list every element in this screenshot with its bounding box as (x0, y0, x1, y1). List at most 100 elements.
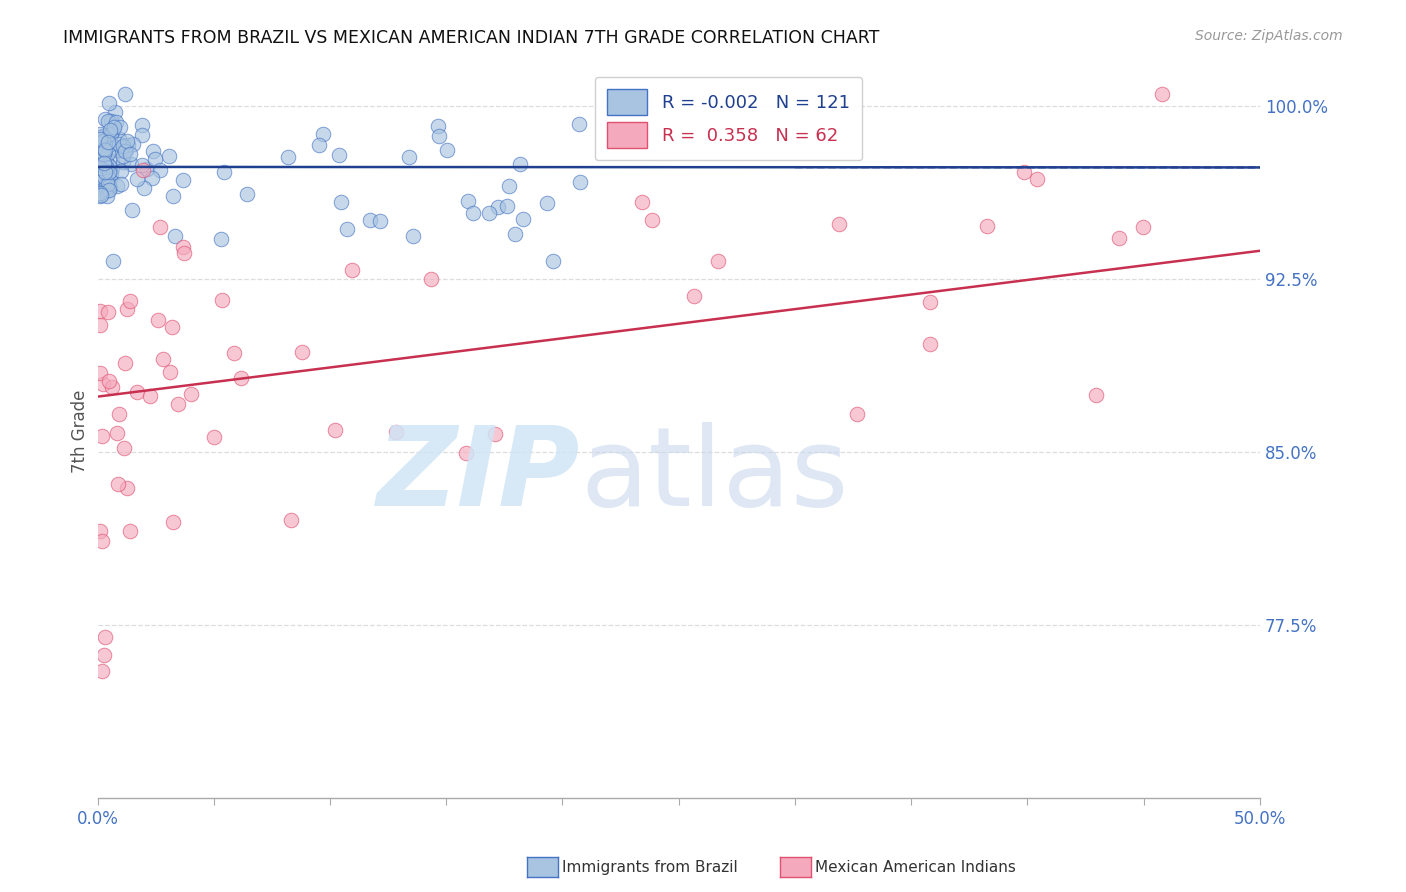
Point (89, 178, 111, 192)
Point (114, 143, 136, 157)
Point (567, 117, 589, 131)
Point (101, 154, 124, 169)
Point (132, 181, 155, 195)
Point (93, 112, 115, 126)
Point (1150, 87, 1173, 101)
Point (398, 150, 420, 164)
Point (1014, 164, 1036, 178)
Point (976, 219, 998, 234)
Point (536, 195, 558, 210)
Point (93, 155, 115, 169)
Point (706, 254, 728, 268)
Point (89, 524, 111, 539)
Point (121, 203, 143, 218)
Point (108, 408, 131, 422)
Point (89, 172, 111, 186)
Point (329, 194, 352, 209)
Text: ZIP: ZIP (377, 422, 579, 529)
Point (115, 302, 138, 317)
Point (568, 175, 591, 189)
Text: Source: ZipAtlas.com: Source: ZipAtlas.com (1195, 29, 1343, 43)
Point (214, 165, 236, 179)
Point (236, 186, 259, 201)
Point (98, 171, 121, 186)
Point (97, 305, 120, 319)
Point (89, 186, 111, 201)
Point (118, 524, 141, 539)
Point (328, 148, 350, 162)
Point (89, 318, 111, 333)
Point (97, 159, 120, 173)
Point (105, 115, 128, 129)
Point (142, 144, 165, 158)
Point (1085, 388, 1108, 402)
Point (89, 127, 111, 141)
Point (682, 289, 704, 303)
Point (114, 87, 136, 101)
Point (114, 356, 136, 370)
Point (93, 147, 115, 161)
Point (112, 441, 135, 455)
Point (96, 189, 118, 203)
Point (114, 144, 136, 158)
Point (131, 158, 153, 172)
Point (89, 161, 111, 176)
Point (110, 178, 132, 192)
Point (94, 630, 117, 644)
Point (93, 156, 115, 170)
Point (91, 664, 114, 678)
Point (159, 365, 181, 379)
Point (436, 143, 458, 157)
Point (336, 221, 359, 235)
Point (630, 195, 652, 210)
Point (131, 128, 153, 142)
Point (117, 138, 139, 153)
Point (457, 194, 479, 208)
Point (172, 240, 194, 254)
Point (98, 179, 121, 194)
Point (427, 119, 450, 133)
Point (152, 352, 174, 367)
Point (117, 482, 139, 496)
Point (96, 153, 118, 168)
Point (111, 138, 134, 153)
Point (100, 136, 122, 151)
Point (509, 157, 531, 171)
Point (1026, 171, 1049, 186)
Point (211, 293, 233, 308)
Point (107, 178, 129, 193)
Point (96, 184, 118, 198)
Point (846, 407, 869, 421)
Point (222, 346, 245, 360)
Point (118, 147, 141, 161)
Point (94, 165, 117, 179)
Point (93, 145, 115, 159)
Point (104, 105, 127, 120)
Point (115, 134, 138, 148)
Point (280, 513, 302, 527)
Y-axis label: 7th Grade: 7th Grade (72, 390, 89, 473)
Point (120, 157, 142, 171)
Point (136, 162, 159, 177)
Point (166, 397, 188, 411)
Point (162, 189, 184, 203)
Point (427, 129, 450, 144)
Point (105, 425, 128, 440)
Point (512, 212, 534, 227)
Point (641, 213, 664, 227)
Point (107, 477, 129, 491)
Point (180, 387, 202, 401)
Point (172, 173, 194, 187)
Point (94, 160, 117, 174)
Point (277, 150, 299, 164)
Point (165, 228, 187, 243)
Point (98, 163, 121, 178)
Point (496, 199, 519, 213)
Point (93, 648, 115, 662)
Point (478, 206, 501, 220)
Point (97, 163, 120, 178)
Text: Immigrants from Brazil: Immigrants from Brazil (562, 861, 738, 875)
Point (828, 217, 851, 231)
Point (98, 123, 121, 137)
Point (498, 178, 520, 193)
